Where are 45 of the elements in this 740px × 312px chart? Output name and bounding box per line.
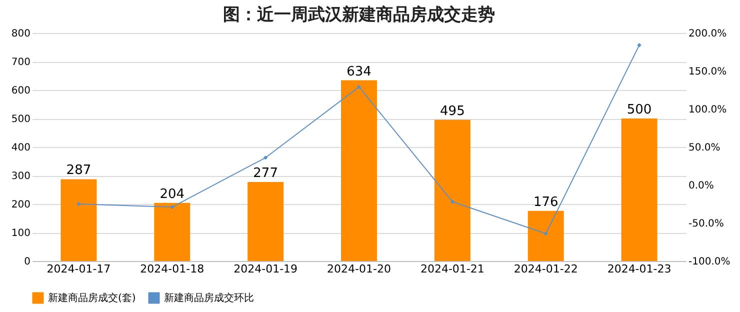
data-label: 277 <box>253 166 278 182</box>
y2-tick-label: 200.0% <box>688 28 727 40</box>
data-label: 634 <box>346 64 372 80</box>
bar <box>528 210 564 261</box>
x-tick-label: 2024-01-18 <box>140 262 204 276</box>
x-tick-label: 2024-01-20 <box>327 262 391 276</box>
y-tick-label: 0 <box>24 256 30 268</box>
y-tick-label: 200 <box>11 200 30 210</box>
y2-tick-label: 0.0% <box>688 180 714 192</box>
x-tick-label: 2024-01-19 <box>234 262 298 276</box>
x-tick-label: 2024-01-22 <box>514 262 578 276</box>
point <box>637 43 642 48</box>
y2-tick-label: 150.0% <box>688 66 727 78</box>
y2-tick-label: -50.0% <box>688 218 724 230</box>
y2-tick-label: 50.0% <box>688 142 720 154</box>
bar <box>248 182 284 261</box>
y-tick-label: 600 <box>11 86 30 96</box>
y-tick-label: 800 <box>11 28 30 40</box>
x-tick-label: 2024-01-23 <box>607 262 672 276</box>
point <box>263 156 268 160</box>
y-tick-label: 400 <box>11 142 30 154</box>
y2-tick-label: 100.0% <box>688 104 727 116</box>
y2-tick-label: -100.0% <box>688 256 730 268</box>
data-label: 287 <box>66 163 92 178</box>
point <box>544 232 548 236</box>
bar <box>60 179 97 261</box>
x-tick-label: 2024-01-21 <box>420 262 484 276</box>
data-label: 500 <box>626 102 652 118</box>
bar <box>434 120 470 261</box>
legend-label: 新建商品房成交环比 <box>164 292 254 304</box>
point <box>356 84 362 90</box>
y-tick-label: 300 <box>11 171 30 182</box>
x-tick-label: 2024-01-17 <box>46 262 111 276</box>
bar <box>621 118 658 261</box>
data-label: 176 <box>533 194 558 210</box>
chart-title: 图：近一周武汉新建商品房成交走势 <box>223 5 495 25</box>
y-tick-label: 100 <box>11 228 30 239</box>
data-label: 495 <box>440 104 465 119</box>
point <box>170 204 174 210</box>
data-label: 204 <box>160 186 185 202</box>
y-tick-label: 500 <box>11 114 30 125</box>
legend-label: 新建商品房成交(套) <box>48 292 136 304</box>
y-tick-label: 700 <box>11 57 30 68</box>
bar <box>154 202 190 261</box>
bar <box>341 80 377 261</box>
